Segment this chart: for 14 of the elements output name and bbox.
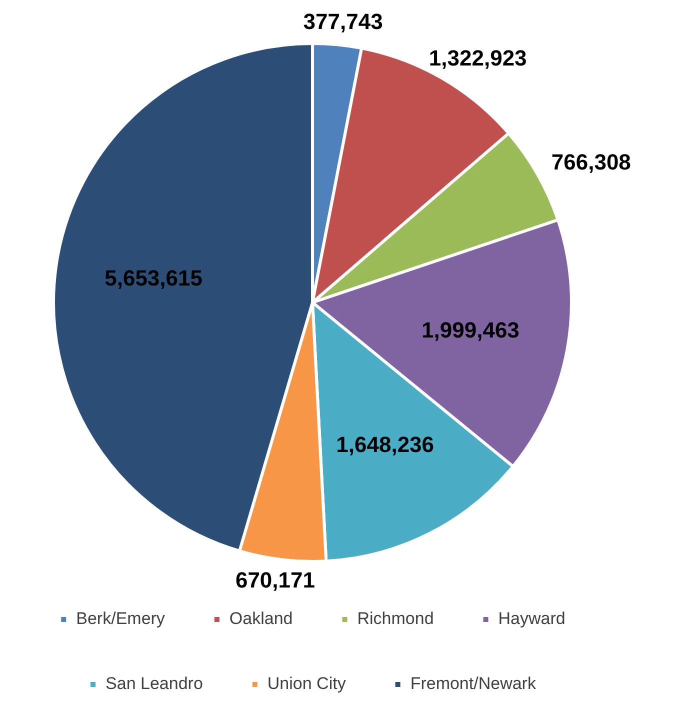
data-label: 766,308 (551, 149, 631, 174)
legend-label: Fremont/Newark (410, 674, 536, 694)
legend-label: Richmond (357, 609, 434, 628)
data-label: 1,648,236 (336, 432, 434, 457)
data-label: 670,171 (235, 568, 315, 593)
data-label: 1,322,923 (428, 45, 527, 70)
data-label: 5,653,615 (104, 266, 202, 291)
legend-label: Hayward (498, 609, 566, 628)
data-label: 377,743 (303, 8, 383, 34)
legend-label: San Leandro (106, 674, 203, 694)
data-label: 1,999,463 (422, 317, 520, 342)
legend-label: Union City (267, 674, 346, 694)
legend-label: Oakland (229, 609, 293, 628)
legend-label: Berk/Emery (76, 609, 166, 628)
